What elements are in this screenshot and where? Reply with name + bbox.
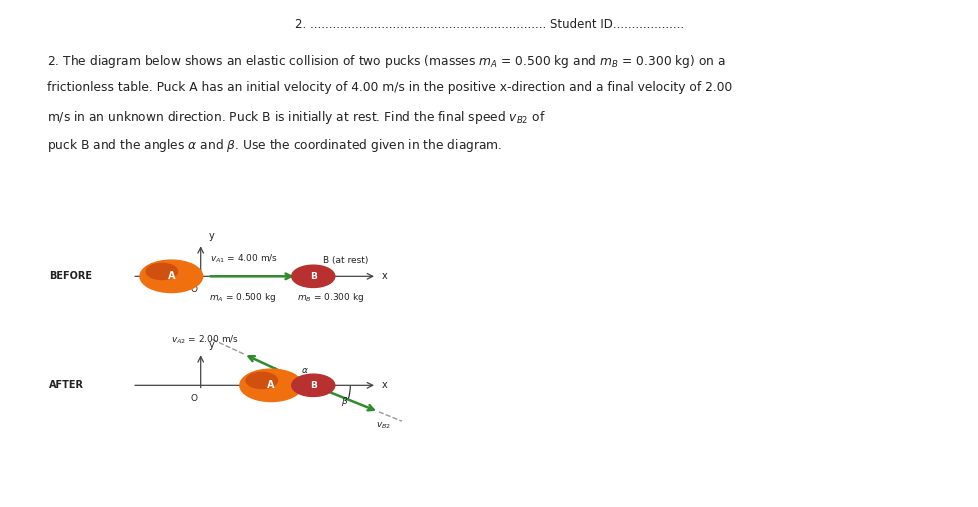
Circle shape xyxy=(146,263,177,279)
Text: AFTER: AFTER xyxy=(49,380,84,390)
Text: x: x xyxy=(381,271,387,281)
Circle shape xyxy=(245,372,277,388)
Text: $m_A$ = 0.500 kg: $m_A$ = 0.500 kg xyxy=(208,291,276,304)
Text: A: A xyxy=(167,271,175,281)
Text: $\alpha$: $\alpha$ xyxy=(300,366,308,375)
Text: B: B xyxy=(309,272,317,281)
Text: O: O xyxy=(190,285,198,295)
Text: $m_B$ = 0.300 kg: $m_B$ = 0.300 kg xyxy=(296,291,364,304)
Text: y: y xyxy=(208,231,214,241)
Text: x: x xyxy=(381,380,387,390)
Text: $v_{B2}$: $v_{B2}$ xyxy=(376,421,391,431)
Circle shape xyxy=(291,374,334,396)
Text: y: y xyxy=(208,340,214,350)
Circle shape xyxy=(140,260,202,293)
Text: $v_{A2}$ = 2.00 m/s: $v_{A2}$ = 2.00 m/s xyxy=(170,334,239,346)
Text: 2. ............................................................... Student ID...: 2. .....................................… xyxy=(294,18,684,31)
Text: $\beta$: $\beta$ xyxy=(340,395,348,409)
Text: O: O xyxy=(190,394,198,404)
Text: puck B and the angles $\alpha$ and $\beta$. Use the coordinated given in the dia: puck B and the angles $\alpha$ and $\bet… xyxy=(47,137,502,154)
Circle shape xyxy=(240,369,302,402)
Text: BEFORE: BEFORE xyxy=(49,271,92,281)
Text: B: B xyxy=(309,381,317,390)
Text: B (at rest): B (at rest) xyxy=(323,256,368,265)
Text: frictionless table. Puck A has an initial velocity of 4.00 m/s in the positive x: frictionless table. Puck A has an initia… xyxy=(47,81,732,94)
Text: m/s in an unknown direction. Puck B is initially at rest. Find the final speed $: m/s in an unknown direction. Puck B is i… xyxy=(47,109,545,126)
Text: 2. The diagram below shows an elastic collision of two pucks (masses $m_A$ = 0.5: 2. The diagram below shows an elastic co… xyxy=(47,53,725,70)
Text: $v_{A1}$ = 4.00 m/s: $v_{A1}$ = 4.00 m/s xyxy=(210,252,279,265)
Text: A: A xyxy=(267,380,275,390)
Circle shape xyxy=(291,265,334,287)
